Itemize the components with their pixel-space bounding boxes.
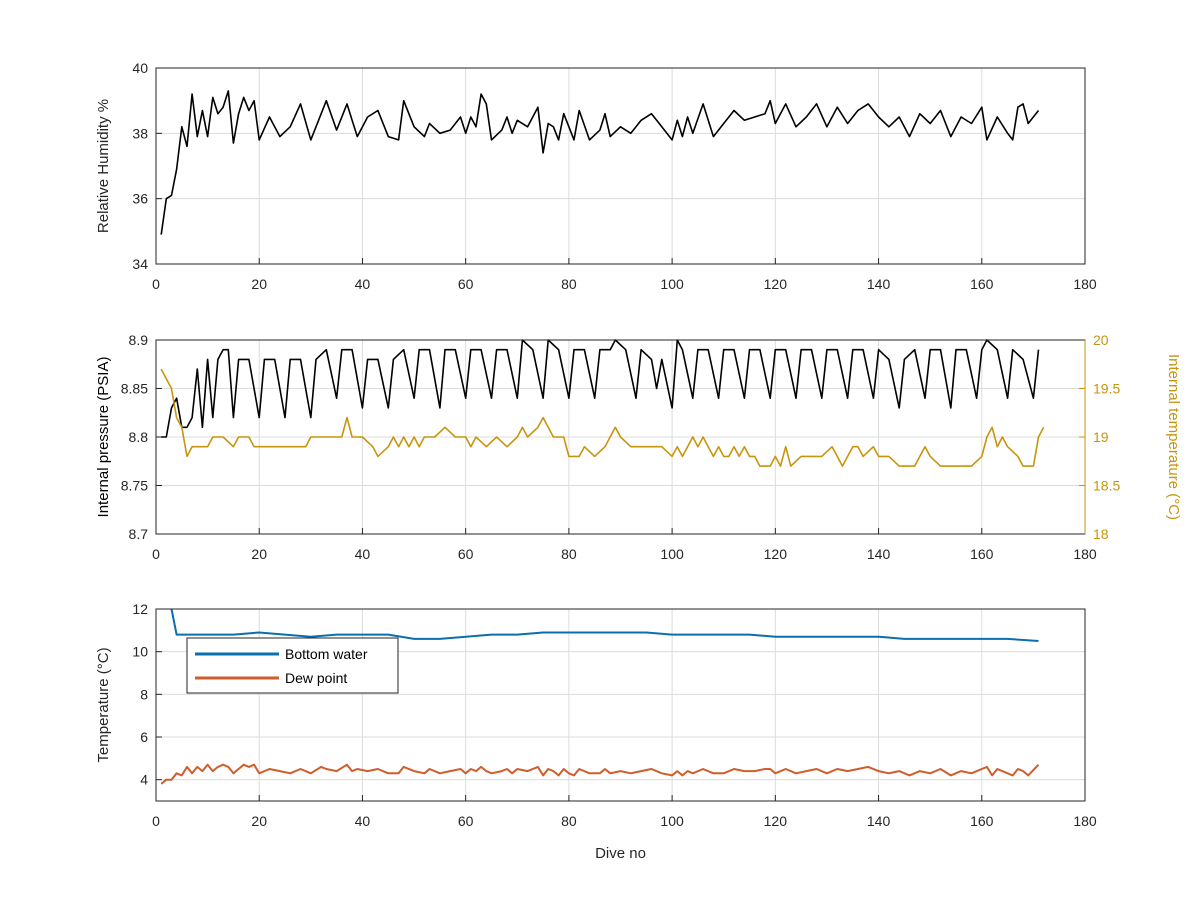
y-tick-label: 4: [140, 772, 148, 788]
x-tick-label: 140: [867, 276, 891, 292]
x-tick-label: 40: [355, 813, 371, 829]
y-tick-label: 12: [132, 601, 148, 617]
x-tick-label: 180: [1073, 546, 1097, 562]
x-tick-label: 100: [660, 276, 684, 292]
y-right-tick-label: 19.5: [1093, 381, 1120, 397]
x-tick-label: 120: [764, 546, 788, 562]
x-tick-label: 160: [970, 276, 994, 292]
x-tick-label: 140: [867, 813, 891, 829]
y-tick-label: 8.7: [129, 526, 149, 542]
x-tick-label: 40: [355, 546, 371, 562]
y-tick-label: 36: [132, 191, 148, 207]
x-axis-label: Dive no: [595, 845, 646, 862]
series-line-1-1: [160, 368, 1045, 467]
x-tick-label: 20: [251, 276, 267, 292]
x-tick-label: 60: [458, 276, 474, 292]
x-tick-label: 180: [1073, 813, 1097, 829]
y-axis-label: Relative Humidity %: [95, 99, 112, 233]
y-right-tick-label: 18.5: [1093, 478, 1120, 494]
series-line-1-0: [161, 339, 1040, 438]
y-tick-label: 38: [132, 125, 148, 141]
x-tick-label: 140: [867, 546, 891, 562]
x-tick-label: 80: [561, 813, 577, 829]
y-right-tick-label: 20: [1093, 332, 1109, 348]
series-line-0-0: [160, 90, 1040, 235]
axes-frame: [155, 67, 1086, 265]
x-tick-label: 180: [1073, 276, 1097, 292]
legend-label: Dew point: [285, 670, 347, 686]
x-tick-label: 60: [458, 546, 474, 562]
series-line-bottom-water: [170, 608, 1039, 642]
y-tick-label: 6: [140, 729, 148, 745]
x-tick-label: 80: [561, 276, 577, 292]
x-tick-label: 100: [660, 813, 684, 829]
y-axis-label: Internal pressure (PSIA): [95, 357, 112, 518]
x-tick-label: 0: [152, 546, 160, 562]
x-tick-label: 160: [970, 546, 994, 562]
axes-frame: [155, 608, 1086, 802]
x-tick-label: 120: [764, 276, 788, 292]
y-right-tick-label: 19: [1093, 429, 1109, 445]
x-tick-label: 120: [764, 813, 788, 829]
y-axis-label: Temperature (°C): [95, 647, 112, 762]
y-tick-label: 40: [132, 60, 148, 76]
x-tick-label: 0: [152, 813, 160, 829]
x-tick-label: 20: [251, 813, 267, 829]
plot-area: [156, 68, 1085, 264]
x-tick-label: 20: [251, 546, 267, 562]
x-tick-label: 40: [355, 276, 371, 292]
y-tick-label: 8.8: [129, 429, 149, 445]
y-tick-label: 8.75: [121, 478, 148, 494]
y-tick-label: 8.85: [121, 381, 148, 397]
y-tick-label: 8.9: [129, 332, 149, 348]
legend-box: [186, 637, 399, 694]
legend-label: Bottom water: [285, 646, 368, 662]
y-right-tick-label: 18: [1093, 526, 1109, 542]
y-tick-label: 10: [132, 644, 148, 660]
y-right-axis-label: Internal temperature (°C): [1165, 354, 1182, 520]
y-tick-label: 34: [132, 256, 148, 272]
x-tick-label: 0: [152, 276, 160, 292]
y-tick-label: 8: [140, 686, 148, 702]
x-tick-label: 60: [458, 813, 474, 829]
x-tick-label: 80: [561, 546, 577, 562]
x-tick-label: 100: [660, 546, 684, 562]
x-tick-label: 160: [970, 813, 994, 829]
series-line-dew-point: [160, 763, 1040, 785]
